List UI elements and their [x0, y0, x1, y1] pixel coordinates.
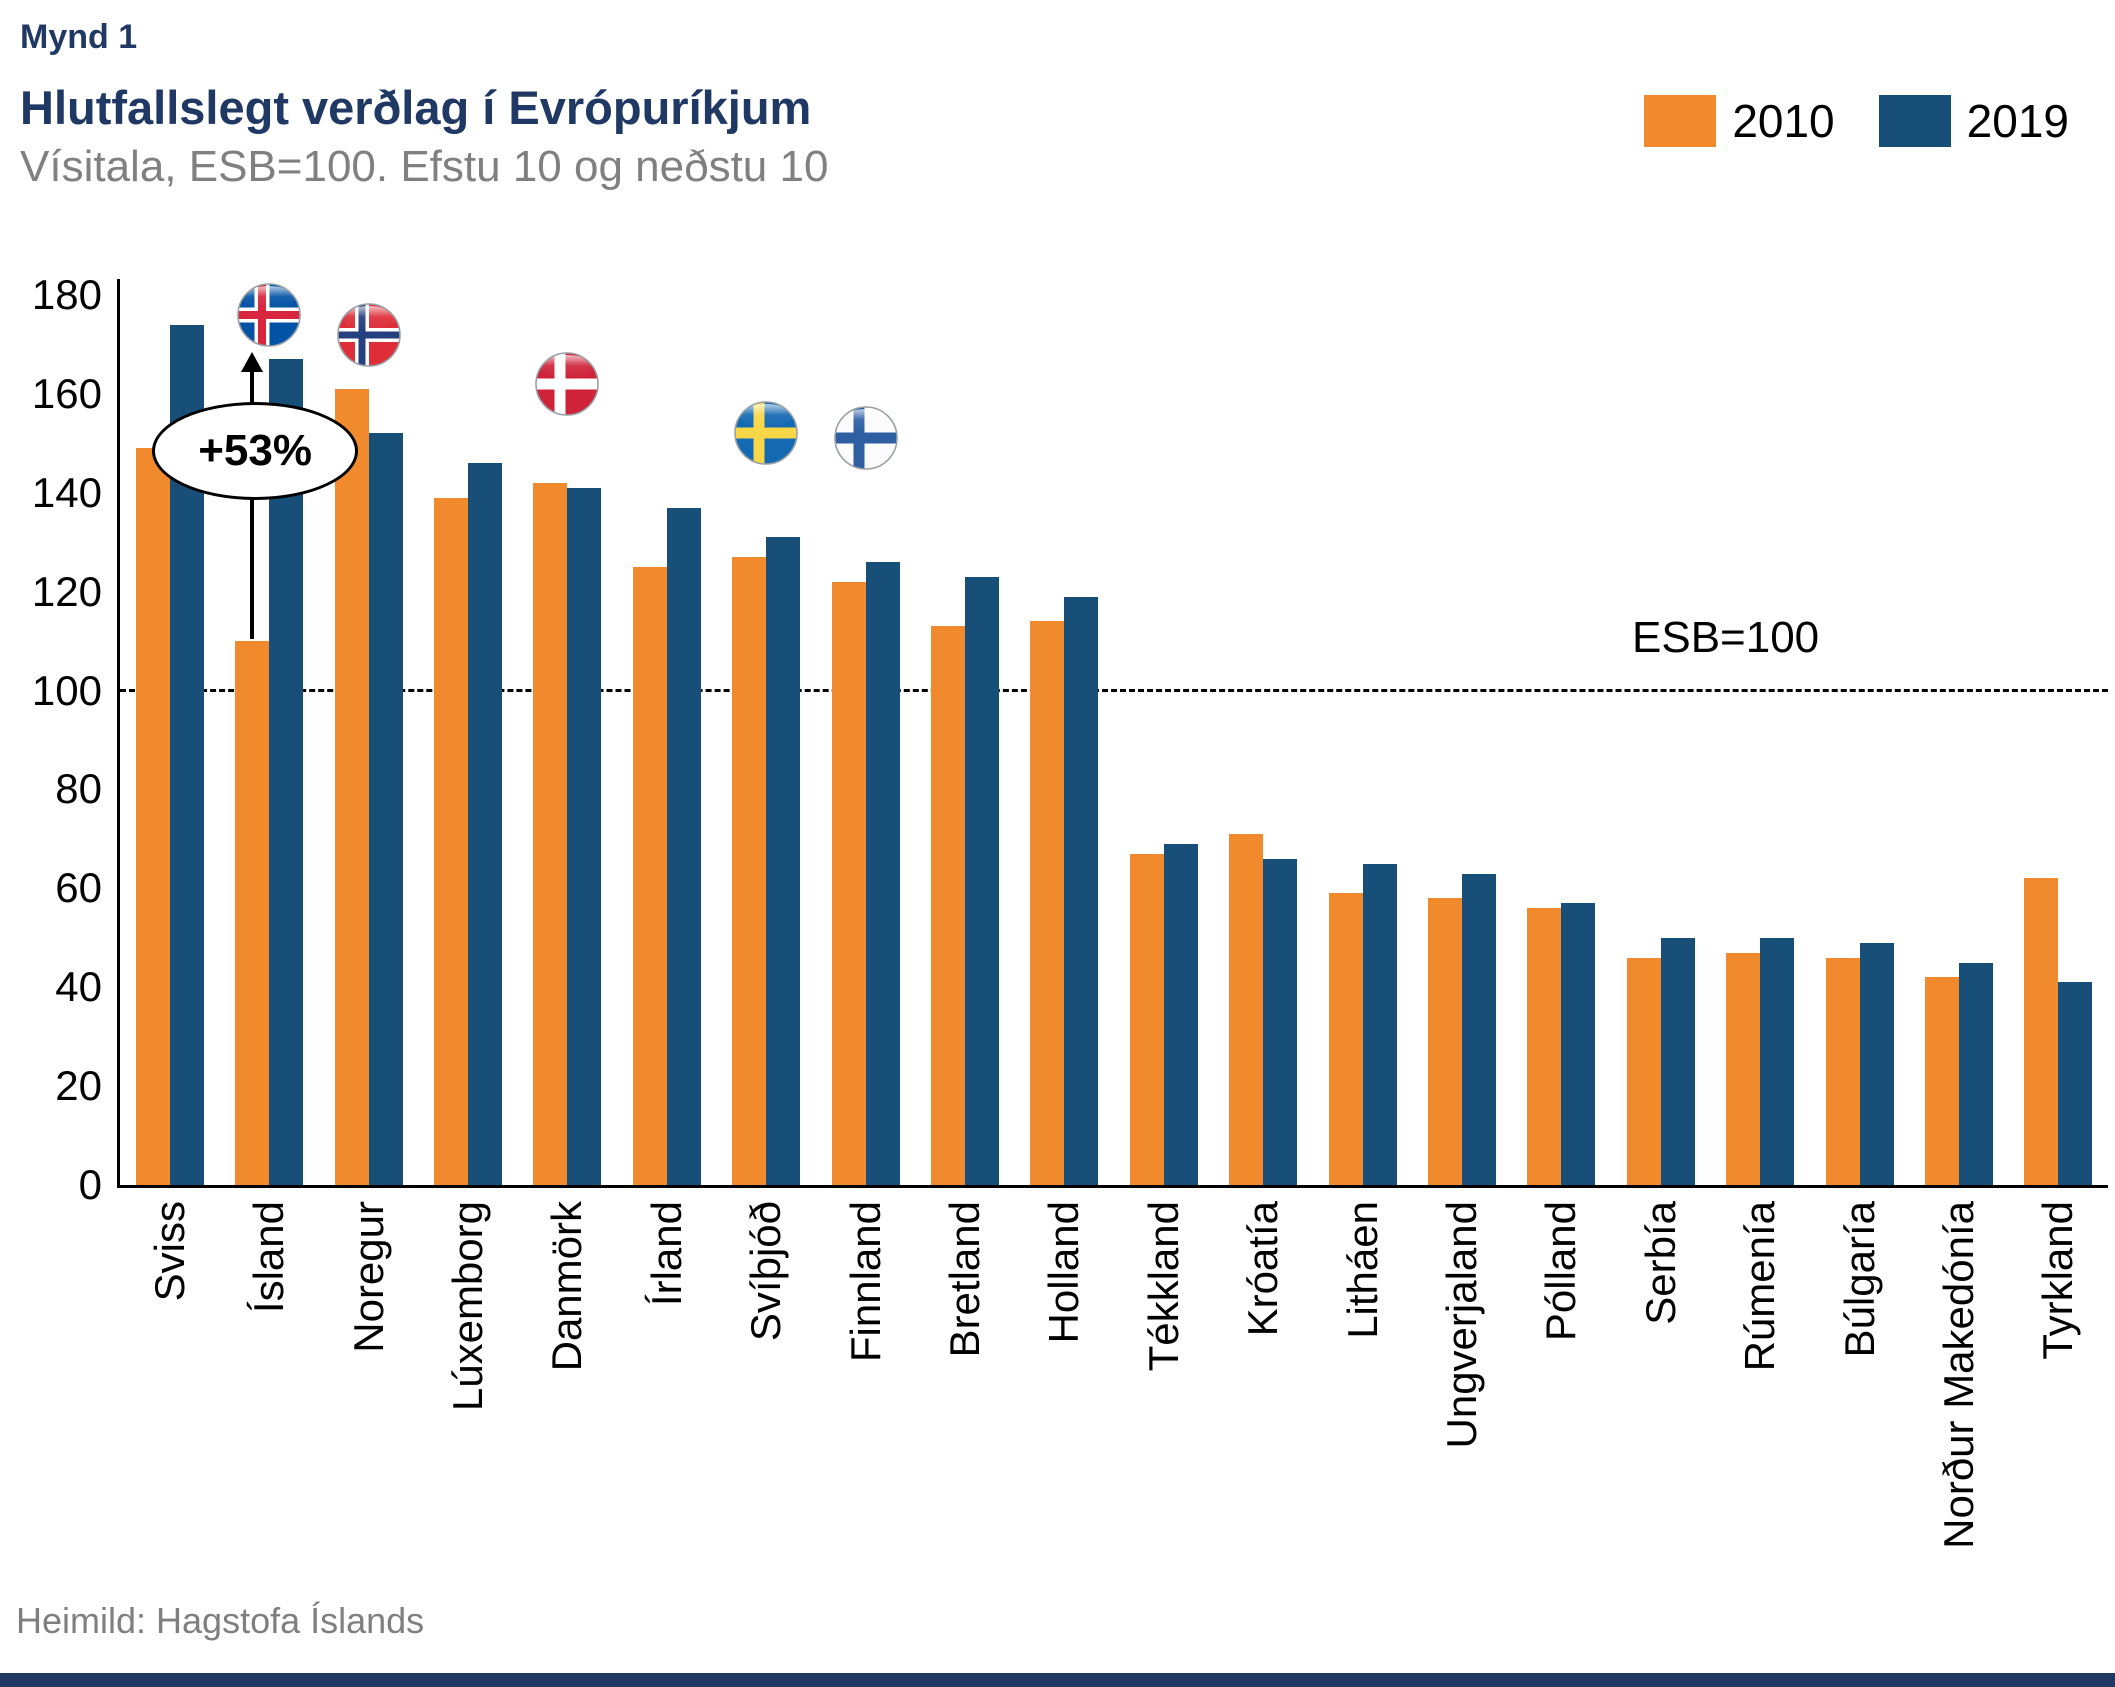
x-axis-label: Norður Makedónía: [1934, 1201, 1982, 1549]
y-tick-label: 100: [31, 666, 102, 714]
bar-2010-15: [1626, 957, 1661, 1185]
source-note: Heimild: Hagstofa Íslands: [16, 1600, 425, 1641]
x-axis-label: Búlgaría: [1835, 1201, 1883, 1358]
bar-2010-17: [1825, 957, 1860, 1185]
x-axis-label: Króatía: [1239, 1201, 1287, 1337]
annotation-arrow-line: [250, 368, 255, 640]
y-tick-label: 120: [31, 567, 102, 615]
bar-2019-11: [1263, 858, 1298, 1185]
x-axis-label: Pólland: [1537, 1201, 1585, 1342]
bar-2010-7: [831, 581, 866, 1185]
x-axis-label: Svíþjóð: [742, 1201, 790, 1342]
y-axis-line: [117, 279, 120, 1188]
reference-line: [120, 688, 2108, 692]
bar-2010-10: [1129, 853, 1164, 1185]
y-tick-label: 0: [78, 1161, 102, 1208]
x-axis-label: Sviss: [145, 1201, 193, 1302]
x-axis-label: Finnland: [841, 1201, 889, 1363]
bar-2019-19: [2058, 982, 2093, 1185]
bar-2010-5: [632, 566, 667, 1185]
y-tick-label: 40: [55, 963, 102, 1011]
bar-2010-2: [334, 388, 369, 1185]
bar-2010-12: [1328, 893, 1363, 1185]
legend-swatch-2019: [1878, 95, 1951, 147]
bar-2019-8: [964, 576, 999, 1185]
bar-2019-3: [467, 463, 502, 1185]
y-tick-label: 140: [31, 468, 102, 516]
sweden-flag: [733, 400, 799, 466]
bar-2010-11: [1229, 833, 1264, 1185]
bar-2010-14: [1527, 908, 1562, 1185]
x-axis-label: Danmörk: [543, 1201, 591, 1372]
bottom-accent-bar: [0, 1673, 2115, 1687]
bar-2010-3: [433, 497, 468, 1185]
x-axis-line: [117, 1185, 2108, 1188]
x-axis-label: Tyrkland: [2034, 1201, 2082, 1360]
bar-2010-16: [1726, 952, 1761, 1185]
annotation-ellipse: +53%: [152, 402, 359, 501]
y-tick-label: 60: [55, 864, 102, 912]
chart-subtitle: Vísitala, ESB=100. Efstu 10 og neðstu 10: [20, 142, 829, 191]
bar-2019-15: [1660, 937, 1695, 1185]
x-axis-label: Serbía: [1636, 1201, 1684, 1325]
y-tick-label: 160: [31, 369, 102, 417]
bar-2019-9: [1064, 596, 1099, 1185]
chart-legend: 2010 2019: [1644, 94, 2069, 148]
y-tick-label: 180: [31, 271, 102, 318]
figure-label: Mynd 1: [20, 18, 138, 56]
bar-2010-4: [533, 482, 568, 1185]
iceland-flag: [236, 282, 302, 348]
x-axis-label: Tékkland: [1139, 1201, 1187, 1372]
annotation-arrow-head: [241, 352, 264, 373]
denmark-flag: [534, 351, 600, 417]
bar-2010-8: [930, 626, 965, 1185]
y-tick-label: 20: [55, 1062, 102, 1110]
x-axis-label: Írland: [642, 1201, 690, 1307]
legend-swatch-2010: [1644, 95, 1717, 147]
chart-title: Hlutfallslegt verðlag í Evrópuríkjum: [20, 81, 812, 134]
bar-2019-2: [368, 433, 403, 1185]
bar-2019-10: [1163, 843, 1198, 1185]
x-axis-label: Rúmenía: [1736, 1201, 1784, 1372]
x-axis-label: Bretland: [940, 1201, 988, 1358]
y-tick-label: 80: [55, 765, 102, 813]
bar-2019-13: [1461, 873, 1496, 1185]
bar-2019-17: [1859, 942, 1894, 1185]
x-axis-label: Noregur: [344, 1201, 392, 1353]
legend-label-2010: 2010: [1732, 95, 1835, 147]
bar-2019-5: [666, 507, 701, 1185]
bar-2010-6: [732, 557, 767, 1185]
bar-2010-0: [135, 448, 170, 1185]
bar-2010-9: [1030, 621, 1065, 1185]
bar-2019-7: [865, 562, 900, 1185]
bar-2010-18: [1924, 977, 1959, 1185]
bar-2019-16: [1760, 937, 1795, 1185]
bar-2019-18: [1958, 962, 1993, 1185]
x-axis-label: Ísland: [245, 1201, 293, 1314]
x-axis-label: Litháen: [1338, 1201, 1386, 1339]
x-axis-label: Holland: [1040, 1201, 1088, 1344]
bar-2019-12: [1362, 863, 1397, 1185]
reference-line-label: ESB=100: [1632, 612, 1820, 662]
x-axis-label: Ungverjaland: [1437, 1201, 1485, 1449]
bar-2010-1: [235, 641, 270, 1185]
bar-2019-14: [1561, 903, 1596, 1185]
bar-2019-4: [567, 487, 602, 1185]
legend-label-2019: 2019: [1966, 95, 2069, 147]
bar-2010-13: [1427, 898, 1462, 1185]
bar-2019-6: [766, 537, 801, 1185]
norway-flag: [336, 302, 402, 368]
x-axis-label: Lúxemborg: [443, 1201, 491, 1412]
bar-2010-19: [2024, 878, 2059, 1185]
finland-flag: [833, 405, 899, 471]
